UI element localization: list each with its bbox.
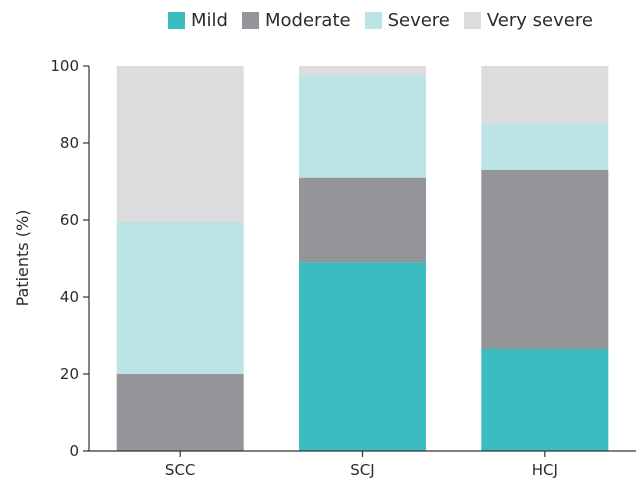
bar-scj-very-severe [299, 66, 426, 76]
bar-hcj-very-severe [481, 66, 609, 124]
legend-swatch-severe [364, 12, 382, 29]
legend-item-moderate: Moderate [241, 10, 351, 31]
x-tick-label-scj: SCJ [350, 461, 374, 479]
bar-scc-severe [116, 221, 244, 374]
legend-label-severe: Severe [387, 10, 450, 31]
bar-hcj-severe [481, 123, 609, 170]
legend-item-very-severe: Very severe [463, 10, 593, 31]
y-axis-title: Patients (%) [13, 210, 32, 307]
legend-item-severe: Severe [364, 10, 450, 31]
legend-label-mild: Mild [191, 10, 228, 31]
legend-item-mild: Mild [168, 10, 228, 31]
bar-hcj-moderate [481, 169, 609, 349]
y-ticks-group: 0 20 40 60 80 100 [50, 57, 89, 460]
x-ticks-group: SCC SCJ HCJ [165, 451, 558, 479]
legend-label-moderate: Moderate [264, 10, 351, 31]
y-tick-label: 0 [69, 442, 79, 460]
bar-scj-mild [299, 262, 426, 451]
bars-group [116, 66, 609, 451]
legend-label-very-severe: Very severe [486, 10, 593, 31]
legend-swatch-very-severe [463, 12, 481, 29]
bar-hcj-mild [481, 348, 609, 451]
x-tick-label-hcj: HCJ [532, 461, 558, 479]
legend-swatch-mild [168, 12, 185, 29]
bar-scc-very-severe [116, 66, 244, 222]
chart-legend: Mild Moderate Severe Very severe [168, 10, 607, 31]
bar-scc-moderate [116, 374, 244, 451]
legend-swatch-moderate [241, 12, 259, 29]
bar-scj-severe [299, 75, 426, 178]
y-tick-label: 60 [60, 211, 79, 229]
y-tick-label: 100 [50, 57, 79, 75]
y-tick-label: 20 [60, 365, 79, 383]
bar-scj-moderate [299, 177, 426, 263]
y-tick-label: 40 [60, 288, 79, 306]
y-tick-label: 80 [60, 134, 79, 152]
x-tick-label-scc: SCC [165, 461, 195, 479]
